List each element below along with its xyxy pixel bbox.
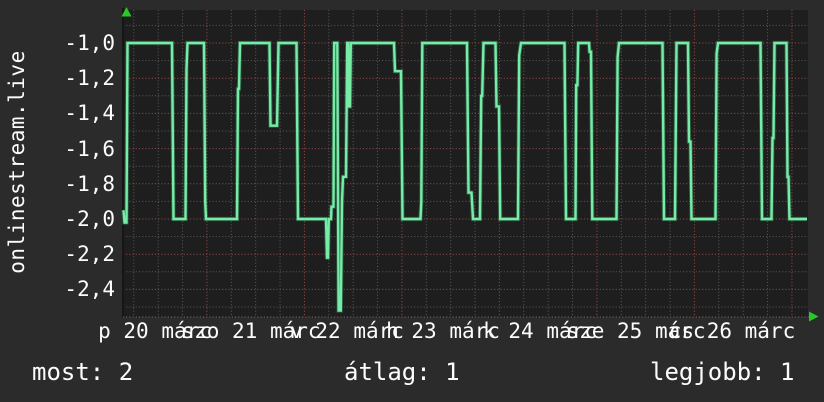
y-tick-label: -2,4 — [64, 277, 115, 302]
y-tick-label: -1,8 — [64, 171, 115, 196]
stat-most: most: 2 — [32, 358, 134, 386]
x-tick-label: sze 25 márc — [566, 319, 706, 343]
x-tick-label: cs 26 márc — [668, 319, 796, 343]
axis-arrow-up-icon — [121, 7, 132, 17]
y-tick-label: -1,6 — [64, 136, 115, 161]
y-tick-label: -2,2 — [64, 242, 115, 267]
y-tick-label: -1,4 — [64, 101, 115, 126]
x-tick-label: h 23 márc — [386, 319, 500, 343]
x-tick-label: szo 21 márc — [181, 319, 321, 343]
x-tick-label: v 22 márc — [290, 319, 404, 343]
x-tick-label: k 24 márc — [483, 319, 597, 343]
data-line — [122, 41, 807, 312]
y-tick-label: -2,0 — [64, 207, 115, 231]
y-tick-label: -1,2 — [64, 66, 115, 91]
stat-atlag: átlag: 1 — [344, 358, 460, 386]
y-tick-label: -1,0 — [64, 31, 115, 55]
x-tick-label: p 20 márc — [98, 319, 212, 343]
stat-legjobb: legjobb: 1 — [650, 358, 795, 386]
y-axis-title: onlinestream.live — [5, 50, 29, 274]
axis-arrow-right-icon — [809, 311, 819, 322]
